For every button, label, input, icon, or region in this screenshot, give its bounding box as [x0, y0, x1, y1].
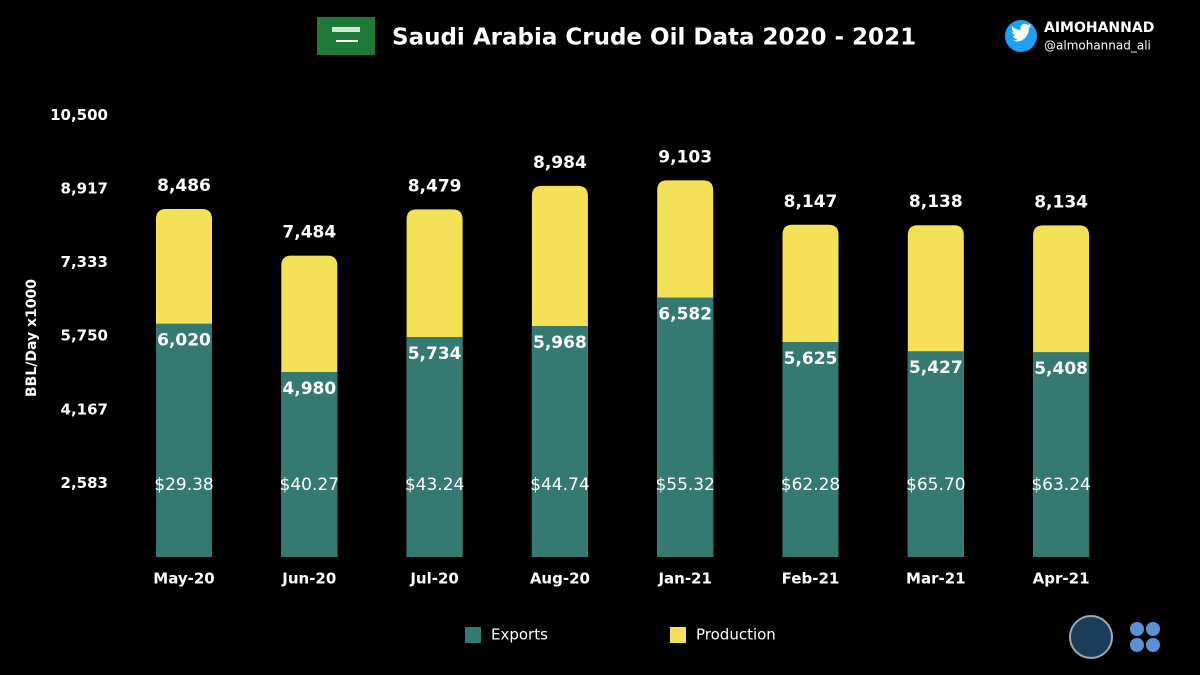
- x-tick-label: Aug-20: [530, 570, 590, 588]
- price-label: $65.70: [906, 475, 965, 495]
- bar: [406, 336, 463, 557]
- bar: [782, 342, 839, 557]
- y-tick-label: 7,333: [61, 253, 108, 271]
- y-tick-label: 4,167: [61, 400, 108, 418]
- y-tick-label: 8,917: [61, 179, 108, 197]
- price-label: $63.24: [1031, 475, 1090, 495]
- bar: [1033, 352, 1090, 557]
- value-label: 8,147: [784, 192, 838, 212]
- value-label: 6,020: [157, 331, 211, 351]
- legend-label: Production: [696, 626, 776, 644]
- x-tick-label: Jun-20: [281, 570, 336, 588]
- price-label: $55.32: [655, 475, 714, 495]
- logos: [1069, 615, 1160, 659]
- y-axis-label: BBL/Day x1000: [24, 279, 40, 397]
- value-label: 4,980: [282, 379, 336, 399]
- title: Saudi Arabia Crude Oil Data 2020 - 2021: [392, 25, 916, 51]
- bar: [531, 326, 588, 557]
- value-label: 5,968: [533, 333, 587, 353]
- value-label: 5,734: [408, 344, 462, 364]
- bar: [156, 323, 212, 557]
- legend-swatch: [670, 627, 686, 643]
- value-label: 5,625: [784, 349, 838, 369]
- bar: [657, 297, 714, 557]
- price-label: $40.27: [280, 475, 339, 495]
- price-label: $43.24: [405, 475, 464, 495]
- x-tick-label: Mar-21: [906, 570, 966, 588]
- price-label: $62.28: [781, 475, 840, 495]
- flag: [317, 17, 375, 55]
- legend-swatch: [465, 627, 481, 643]
- twitter-icon: [1005, 20, 1037, 52]
- value-label: 7,484: [282, 223, 336, 243]
- value-label: 8,984: [533, 153, 587, 173]
- value-label: 8,138: [909, 192, 963, 212]
- legend-label: Exports: [491, 626, 548, 644]
- handle: @almohannad_ali: [1044, 39, 1151, 53]
- x-tick-label: Feb-21: [782, 570, 840, 588]
- bar: [281, 371, 338, 557]
- y-tick-label: 2,583: [61, 474, 108, 492]
- x-tick-label: Apr-21: [1033, 570, 1090, 588]
- y-tick-label: 5,750: [61, 327, 108, 345]
- value-label: 8,134: [1034, 192, 1088, 212]
- value-label: 9,103: [658, 147, 712, 167]
- x-tick-label: Jan-21: [657, 570, 711, 588]
- bar: [907, 351, 964, 557]
- x-tick-label: May-20: [153, 570, 214, 588]
- value-label: 8,486: [157, 176, 211, 196]
- value-label: 5,408: [1034, 359, 1088, 379]
- price-label: $29.38: [154, 475, 213, 495]
- y-tick-label: 10,500: [50, 106, 108, 124]
- value-label: 6,582: [658, 305, 712, 325]
- value-label: 5,427: [909, 358, 963, 378]
- x-tick-label: Jul-20: [409, 570, 459, 588]
- price-label: $44.74: [530, 475, 589, 495]
- author: AIMOHANNAD: [1044, 20, 1154, 36]
- value-label: 8,479: [408, 176, 462, 196]
